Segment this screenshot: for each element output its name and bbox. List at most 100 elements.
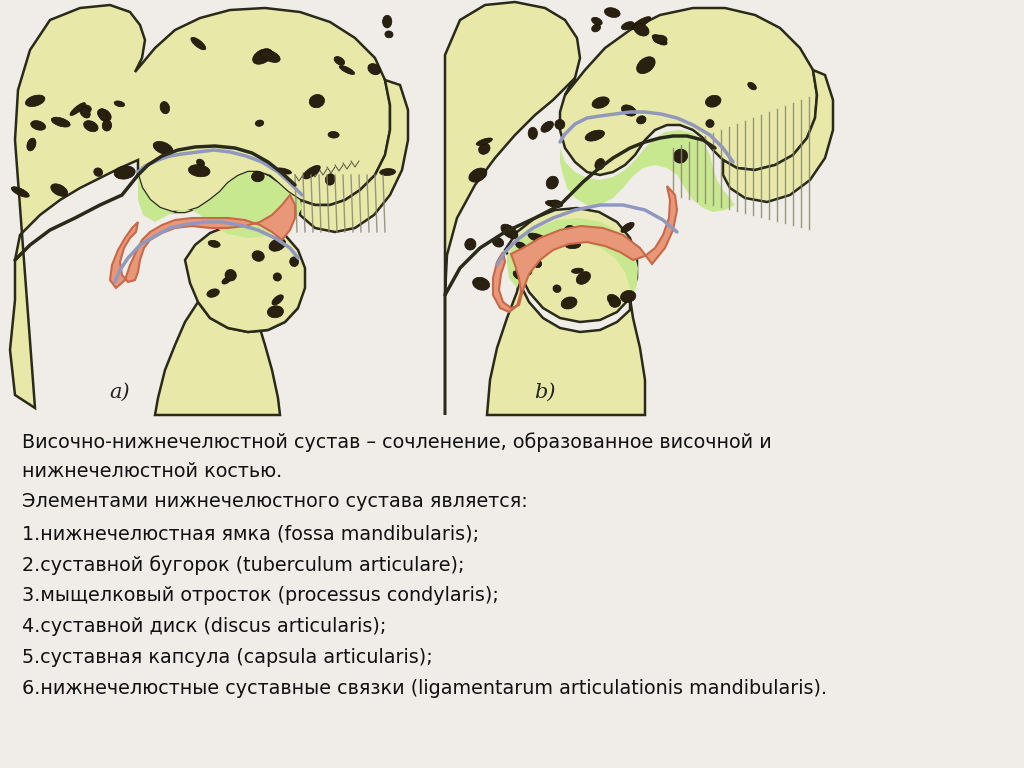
Ellipse shape <box>465 239 476 250</box>
Ellipse shape <box>253 48 272 65</box>
Ellipse shape <box>622 105 636 116</box>
Ellipse shape <box>80 106 90 118</box>
Polygon shape <box>185 223 305 332</box>
Polygon shape <box>445 2 817 415</box>
Ellipse shape <box>637 57 655 74</box>
Ellipse shape <box>252 171 264 182</box>
Ellipse shape <box>550 200 562 207</box>
Text: a): a) <box>110 382 130 402</box>
Ellipse shape <box>564 225 575 237</box>
Ellipse shape <box>561 297 577 309</box>
Ellipse shape <box>604 8 621 18</box>
Ellipse shape <box>160 101 170 114</box>
Text: Элементами нижнечелюстного сустава является:: Элементами нижнечелюстного сустава являе… <box>22 492 527 511</box>
Ellipse shape <box>260 50 281 62</box>
Ellipse shape <box>528 127 538 139</box>
Text: b): b) <box>535 382 556 402</box>
Ellipse shape <box>632 17 650 29</box>
Ellipse shape <box>26 95 45 107</box>
Ellipse shape <box>622 22 634 30</box>
Ellipse shape <box>269 238 286 251</box>
Ellipse shape <box>207 289 219 297</box>
Ellipse shape <box>326 174 335 185</box>
Ellipse shape <box>70 103 85 115</box>
Ellipse shape <box>652 35 667 45</box>
Ellipse shape <box>309 94 325 108</box>
Polygon shape <box>723 70 833 202</box>
Ellipse shape <box>154 141 173 154</box>
Ellipse shape <box>252 251 264 261</box>
Ellipse shape <box>190 38 206 50</box>
Text: 2.суставной бугорок (tuberculum articulare);: 2.суставной бугорок (tuberculum articula… <box>22 555 465 574</box>
Polygon shape <box>560 130 735 212</box>
Ellipse shape <box>516 242 526 250</box>
Ellipse shape <box>380 169 395 176</box>
Ellipse shape <box>339 65 354 74</box>
Ellipse shape <box>592 97 609 108</box>
Ellipse shape <box>607 294 621 306</box>
Ellipse shape <box>273 273 282 281</box>
Text: 1.нижнечелюстная ямка (fossa mandibularis);: 1.нижнечелюстная ямка (fossa mandibulari… <box>22 524 479 543</box>
Ellipse shape <box>225 270 237 281</box>
Ellipse shape <box>541 121 553 132</box>
Polygon shape <box>155 302 298 415</box>
Ellipse shape <box>528 233 548 243</box>
Ellipse shape <box>513 271 523 280</box>
Ellipse shape <box>473 277 489 290</box>
Polygon shape <box>138 172 302 238</box>
Ellipse shape <box>706 120 714 127</box>
Ellipse shape <box>609 297 621 307</box>
Ellipse shape <box>114 166 135 179</box>
Ellipse shape <box>222 277 230 284</box>
Ellipse shape <box>674 149 688 163</box>
Ellipse shape <box>368 64 381 74</box>
Ellipse shape <box>577 272 591 284</box>
Ellipse shape <box>275 168 292 174</box>
Ellipse shape <box>469 168 487 182</box>
Ellipse shape <box>11 187 30 197</box>
Text: Височно-нижнечелюстной сустав – сочленение, образованное височной и: Височно-нижнечелюстной сустав – сочленен… <box>22 432 772 452</box>
Text: 6.нижнечелюстные суставные связки (ligamentarum articulationis mandibularis).: 6.нижнечелюстные суставные связки (ligam… <box>22 679 827 698</box>
Ellipse shape <box>571 268 584 273</box>
Text: 3.мыщелковый отросток (processus condylaris);: 3.мыщелковый отросток (processus condyla… <box>22 586 499 605</box>
Ellipse shape <box>197 159 205 167</box>
Ellipse shape <box>84 121 98 132</box>
Ellipse shape <box>585 130 604 141</box>
Ellipse shape <box>79 104 91 113</box>
Ellipse shape <box>592 18 602 25</box>
Polygon shape <box>505 208 637 322</box>
Polygon shape <box>10 5 390 408</box>
Ellipse shape <box>385 31 393 38</box>
Ellipse shape <box>748 82 757 90</box>
Ellipse shape <box>208 240 220 247</box>
Ellipse shape <box>27 138 36 151</box>
Ellipse shape <box>267 306 284 318</box>
Text: 5.суставная капсула (capsula articularis);: 5.суставная капсула (capsula articularis… <box>22 648 433 667</box>
Ellipse shape <box>98 109 108 121</box>
Ellipse shape <box>255 120 264 127</box>
Ellipse shape <box>599 237 608 243</box>
Ellipse shape <box>534 260 542 268</box>
Ellipse shape <box>621 223 634 233</box>
Text: нижнечелюстной костью.: нижнечелюстной костью. <box>22 462 283 481</box>
Ellipse shape <box>334 57 345 65</box>
Ellipse shape <box>114 101 125 107</box>
Ellipse shape <box>517 267 531 276</box>
Ellipse shape <box>621 290 636 303</box>
Ellipse shape <box>383 15 392 28</box>
Ellipse shape <box>272 295 284 305</box>
Ellipse shape <box>546 176 558 189</box>
Ellipse shape <box>97 109 112 121</box>
Ellipse shape <box>501 224 518 239</box>
Ellipse shape <box>102 120 112 131</box>
Ellipse shape <box>303 165 321 179</box>
Ellipse shape <box>476 138 493 145</box>
Polygon shape <box>493 186 677 312</box>
Polygon shape <box>487 282 645 415</box>
Polygon shape <box>300 80 408 232</box>
Ellipse shape <box>51 118 71 127</box>
Ellipse shape <box>706 95 721 108</box>
Polygon shape <box>110 195 295 288</box>
Ellipse shape <box>634 23 649 36</box>
Ellipse shape <box>188 164 210 177</box>
